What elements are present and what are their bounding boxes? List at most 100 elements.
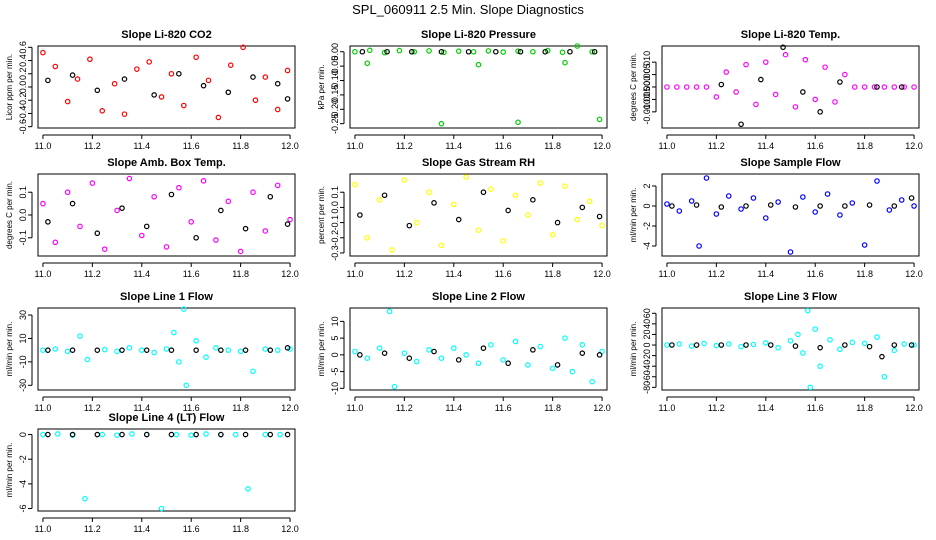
data-point: [455, 357, 462, 363]
data-point: [455, 48, 462, 54]
series-colored: [40, 44, 291, 121]
y-tick-label: -0.25: [330, 113, 340, 134]
panel-temp: Slope Li-820 Temp. 11.0 11.2 11.4 11.6 11.8 12…: [629, 29, 923, 151]
data-point: [718, 204, 725, 210]
data-point: [738, 206, 744, 212]
data-point: [738, 343, 744, 350]
data-point: [45, 219, 51, 225]
data-point: [176, 359, 182, 365]
data-point: [450, 201, 457, 208]
data-point: [762, 215, 769, 221]
data-point: [151, 193, 157, 200]
data-point: [898, 197, 905, 203]
data-point: [713, 94, 720, 100]
y-tick-label: -0.05: [330, 56, 340, 77]
panel-title: Slope Li-820 Pressure: [421, 29, 536, 41]
series-black: [669, 342, 915, 360]
plot-frame: [349, 45, 608, 129]
data-point: [225, 198, 232, 205]
x-tick-label: 11.6: [183, 524, 200, 534]
x-tick-label: 12.0: [593, 269, 611, 279]
y-tick-label: 0.005: [642, 63, 652, 86]
data-point: [554, 362, 561, 368]
data-point: [94, 347, 101, 353]
x-tick-label: 11.0: [35, 524, 52, 534]
x-tick-label: 11.6: [807, 269, 824, 279]
data-point: [762, 59, 769, 65]
data-point: [426, 48, 432, 54]
data-point: [52, 346, 59, 352]
data-point: [94, 87, 101, 94]
data-point: [431, 200, 437, 206]
x-tick-label: 11.0: [347, 269, 364, 279]
x-tick-label: 11.2: [396, 403, 413, 413]
data-point: [40, 200, 46, 207]
data-point: [475, 360, 482, 367]
y-tick-label: -0.005: [642, 87, 652, 113]
data-point: [218, 207, 224, 214]
data-point: [787, 337, 794, 344]
data-point: [485, 48, 492, 54]
data-point: [664, 201, 670, 207]
data-point: [772, 91, 779, 98]
data-point: [674, 84, 680, 90]
data-point: [512, 338, 519, 345]
data-point: [480, 345, 487, 351]
y-axis-label: degrees C per min.: [5, 181, 14, 249]
x-tick-label: 12.0: [281, 269, 299, 279]
data-point: [500, 357, 507, 363]
data-point: [89, 180, 96, 186]
series-colored: [664, 51, 917, 110]
data-point: [874, 84, 880, 90]
data-point: [287, 216, 293, 223]
panel-title: Slope Line 3 Flow: [744, 291, 837, 303]
data-point: [579, 350, 586, 356]
data-point: [767, 342, 774, 348]
data-point: [277, 431, 283, 438]
x-tick-label: 11.4: [445, 269, 462, 279]
series-colored: [664, 175, 917, 255]
y-tick-label: -20: [642, 349, 652, 362]
x-tick-label: 11.8: [544, 141, 561, 151]
y-tick-label: -0.15: [330, 85, 340, 106]
data-point: [567, 48, 573, 55]
data-point: [225, 347, 232, 353]
y-tick-label: -6: [18, 505, 28, 513]
data-point: [267, 193, 274, 200]
data-point: [413, 358, 420, 365]
y-axis-label: kPa per min.: [317, 65, 326, 110]
data-point: [743, 342, 749, 348]
data-point: [111, 80, 118, 87]
y-tick-label: 20: [642, 329, 652, 339]
data-point: [822, 64, 828, 70]
y-tick-label: 0.010: [642, 51, 652, 74]
data-point: [250, 189, 256, 196]
plot-frame: [661, 307, 920, 391]
data-point: [129, 431, 135, 437]
data-point: [381, 49, 388, 56]
data-point: [891, 84, 898, 90]
data-point: [554, 219, 561, 226]
y-tick-label: -0.2: [330, 230, 340, 246]
data-point: [168, 70, 175, 77]
y-axis-label: Licor ppm per min.: [5, 54, 14, 120]
x-tick-label: 11.8: [856, 141, 873, 151]
x-tick-label: 11.0: [347, 403, 364, 413]
plot-frame: [37, 45, 296, 129]
data-point: [381, 192, 388, 199]
series-colored: [664, 307, 917, 391]
data-point: [69, 72, 76, 78]
data-point: [54, 431, 61, 437]
x-tick-label: 11.0: [347, 141, 364, 151]
data-point: [77, 333, 83, 339]
y-tick-label: -0.10: [330, 70, 340, 91]
series-black: [45, 70, 291, 102]
series-black: [357, 189, 603, 229]
data-point: [579, 342, 586, 348]
x-tick-label: 11.2: [396, 269, 413, 279]
data-point: [250, 74, 256, 80]
x-tick-label: 11.2: [84, 141, 101, 151]
data-point: [596, 116, 603, 123]
data-point: [158, 94, 165, 100]
x-tick-label: 11.2: [396, 141, 413, 151]
